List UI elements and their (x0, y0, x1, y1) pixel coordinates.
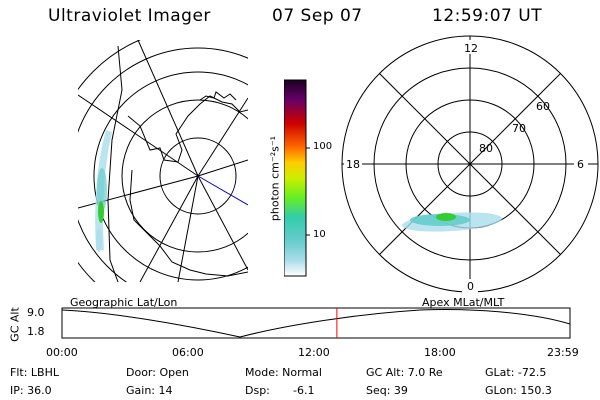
blue-line (197, 175, 248, 206)
left-map-label: Geographic Lat/Lon (70, 296, 178, 309)
color-bar (284, 79, 310, 277)
coastline (199, 91, 237, 101)
status-door: Door: Open (126, 366, 189, 379)
meridian-line (177, 175, 199, 282)
aurora-faint (96, 228, 102, 252)
meridian-line (139, 175, 199, 282)
timeline-frame (61, 307, 571, 339)
colorbar-tick-10: 10 (313, 229, 326, 240)
aurora-core (436, 213, 456, 221)
mlt-label-12: 12 (464, 42, 478, 55)
header-time: 12:59:07 UT (432, 6, 543, 26)
timeline-y-tick-bottom: 1.8 (27, 325, 45, 338)
aurora-core (98, 201, 104, 223)
coastline (107, 45, 123, 282)
status-glat: GLat: -72.5 (485, 366, 547, 379)
coastline (129, 169, 248, 277)
aurora-faint (97, 168, 107, 212)
meridian-line (197, 159, 248, 177)
mlt-label-6: 6 (577, 158, 584, 171)
lat-label-70: 70 (512, 122, 526, 135)
color-bar-gradient (284, 79, 307, 277)
timeline-x-tick-1200: 12:00 (298, 346, 330, 359)
status-gain: Gain: 14 (126, 384, 173, 397)
meridian-line (137, 40, 199, 177)
timeline-x-tick-1800: 18:00 (424, 346, 456, 359)
status-filter: Flt: LBHL (10, 366, 59, 379)
timeline-y-tick-top: 9.0 (27, 306, 45, 319)
status-glon: GLon: 150.3 (485, 384, 552, 397)
lat-circle (159, 137, 237, 215)
right-map-label: Apex MLat/MLT (422, 296, 505, 309)
lat-label-60: 60 (536, 100, 550, 113)
mlt-label-0: 0 (467, 280, 474, 293)
lat-circle (78, 47, 248, 282)
status-dsp-label: Dsp: (245, 384, 270, 397)
colorbar-tick-100: 100 (313, 141, 333, 152)
header-title: Ultraviolet Imager (48, 6, 211, 26)
status-seq: Seq: 39 (366, 384, 408, 397)
meridian-line (197, 175, 248, 271)
lat-circle (121, 99, 248, 253)
status-mode: Mode: Normal (245, 366, 322, 379)
lat-label-80: 80 (479, 142, 493, 155)
coastline (127, 95, 248, 163)
status-gc-alt: GC Alt: 7.0 Re (366, 366, 443, 379)
altitude-timeline (61, 307, 571, 339)
timeline-x-tick-2359: 23:59 (547, 346, 579, 359)
lat-circle (93, 71, 248, 281)
header-date: 07 Sep 07 (272, 6, 363, 26)
timeline-x-tick-0000: 00:00 (46, 346, 78, 359)
status-ip: IP: 36.0 (10, 384, 52, 397)
altitude-curve (61, 309, 571, 338)
timeline-x-tick-0600: 06:00 (172, 346, 204, 359)
mlt-label-18: 18 (346, 158, 360, 171)
status-dsp-value: -6.1 (293, 384, 315, 397)
